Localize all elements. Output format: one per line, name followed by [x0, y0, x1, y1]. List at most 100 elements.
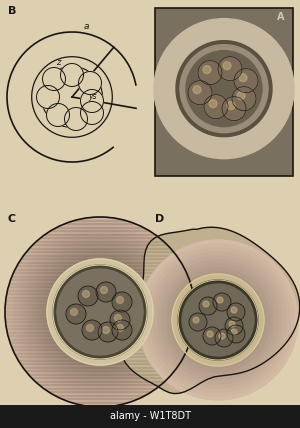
Circle shape [174, 276, 262, 364]
Circle shape [78, 290, 122, 334]
Circle shape [193, 317, 199, 323]
Circle shape [91, 303, 110, 321]
Circle shape [30, 242, 170, 382]
Circle shape [146, 248, 290, 392]
Circle shape [229, 321, 235, 327]
Circle shape [112, 320, 132, 340]
Circle shape [189, 313, 207, 331]
Circle shape [103, 327, 110, 333]
Circle shape [194, 296, 242, 344]
Circle shape [37, 249, 163, 375]
Circle shape [219, 333, 225, 339]
Circle shape [11, 223, 189, 401]
Text: D: D [155, 214, 164, 224]
Circle shape [94, 306, 106, 318]
Circle shape [158, 260, 278, 380]
Circle shape [14, 226, 185, 398]
Circle shape [213, 293, 231, 311]
Circle shape [21, 233, 179, 391]
Circle shape [218, 56, 242, 80]
Circle shape [71, 283, 128, 341]
Circle shape [186, 288, 250, 352]
Polygon shape [118, 227, 300, 394]
Circle shape [79, 71, 101, 95]
Text: B: B [8, 6, 16, 16]
Circle shape [68, 280, 132, 344]
Circle shape [27, 239, 173, 385]
FancyBboxPatch shape [155, 8, 293, 176]
Circle shape [178, 280, 258, 360]
Circle shape [202, 304, 234, 336]
Circle shape [190, 292, 246, 348]
Circle shape [80, 89, 104, 113]
Circle shape [203, 301, 209, 307]
Circle shape [199, 297, 217, 315]
Circle shape [43, 68, 65, 90]
Circle shape [18, 230, 182, 394]
Circle shape [150, 252, 286, 388]
Circle shape [166, 268, 270, 372]
Circle shape [98, 322, 118, 342]
Circle shape [239, 74, 247, 82]
Circle shape [37, 86, 59, 109]
Circle shape [207, 331, 213, 337]
Circle shape [154, 19, 294, 159]
Circle shape [49, 262, 151, 363]
Text: ys: ys [88, 92, 97, 101]
Circle shape [5, 217, 195, 407]
Circle shape [64, 107, 88, 131]
Circle shape [162, 264, 274, 376]
Circle shape [227, 303, 245, 321]
Circle shape [203, 327, 221, 345]
Circle shape [5, 217, 195, 407]
Circle shape [82, 320, 102, 340]
Circle shape [231, 307, 237, 313]
Circle shape [214, 316, 222, 324]
Circle shape [225, 317, 243, 335]
Circle shape [203, 65, 211, 74]
Circle shape [100, 286, 107, 294]
Circle shape [47, 259, 153, 365]
Circle shape [115, 315, 122, 321]
Circle shape [227, 101, 235, 110]
Circle shape [43, 255, 157, 369]
Circle shape [96, 282, 116, 302]
Circle shape [172, 274, 264, 366]
Circle shape [8, 220, 192, 404]
Circle shape [97, 309, 103, 315]
FancyBboxPatch shape [0, 405, 300, 428]
Circle shape [61, 63, 83, 86]
Circle shape [75, 287, 125, 337]
Circle shape [178, 280, 258, 360]
Circle shape [34, 246, 166, 378]
Circle shape [56, 268, 144, 357]
Circle shape [65, 277, 135, 347]
Circle shape [84, 296, 116, 328]
Circle shape [180, 45, 268, 133]
Circle shape [80, 101, 104, 125]
Circle shape [116, 297, 124, 303]
Circle shape [66, 304, 86, 324]
Circle shape [204, 95, 228, 119]
Circle shape [154, 256, 282, 384]
Circle shape [62, 274, 138, 350]
Circle shape [182, 284, 254, 356]
Circle shape [57, 269, 143, 355]
Circle shape [210, 312, 226, 328]
Circle shape [116, 324, 124, 332]
Circle shape [46, 258, 154, 366]
Circle shape [24, 236, 176, 388]
Text: C: C [8, 214, 16, 224]
Circle shape [209, 100, 217, 107]
Circle shape [112, 292, 132, 312]
Circle shape [142, 244, 294, 396]
Circle shape [193, 86, 201, 94]
Circle shape [237, 92, 245, 100]
Circle shape [198, 61, 222, 85]
Circle shape [87, 299, 113, 325]
Circle shape [186, 51, 262, 127]
Circle shape [222, 97, 246, 121]
Circle shape [40, 252, 160, 372]
Circle shape [52, 265, 148, 360]
Circle shape [82, 291, 89, 297]
